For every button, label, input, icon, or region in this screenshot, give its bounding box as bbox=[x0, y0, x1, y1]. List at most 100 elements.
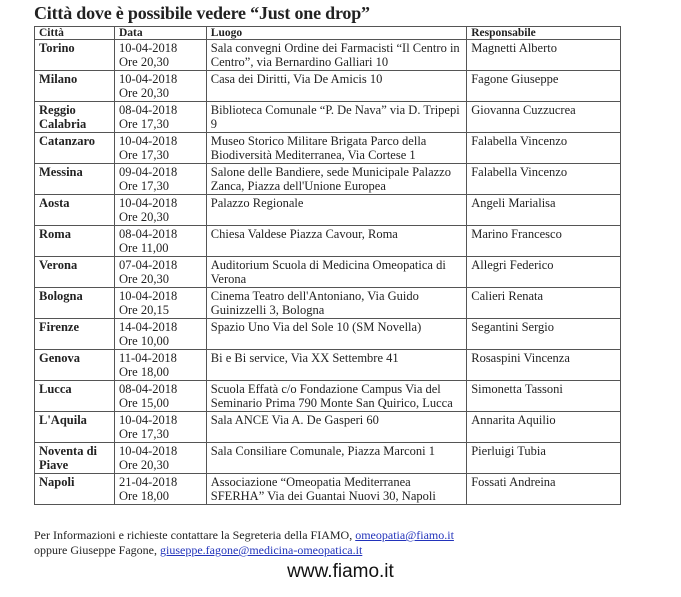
cell-place: Associazione “Omeopatia Mediterranea SFE… bbox=[205, 473, 468, 505]
cell-date: 09-04-2018 Ore 17,30 bbox=[113, 163, 207, 195]
cell-city: Noventa di Piave bbox=[34, 442, 115, 474]
event-date: 21-04-2018 bbox=[118, 475, 178, 489]
cell-date: 08-04-2018 Ore 11,00 bbox=[113, 225, 207, 257]
cell-place: Salone delle Bandiere, sede Municipale P… bbox=[205, 163, 468, 195]
event-date: 10-04-2018 bbox=[118, 41, 178, 55]
header-place: Luogo bbox=[205, 26, 468, 40]
cell-city: Torino bbox=[34, 39, 115, 71]
event-time: Ore 20,30 bbox=[118, 210, 169, 224]
table-row: Roma 08-04-2018 Ore 11,00 Chiesa Valdese Pi… bbox=[34, 225, 621, 257]
event-time: Ore 20,30 bbox=[118, 86, 169, 100]
cell-city: Genova bbox=[34, 349, 115, 381]
table-row: L'Aquila 10-04-2018 Ore 17,30 Sala ANCE Via… bbox=[34, 411, 621, 443]
cell-contact: Magnetti Alberto bbox=[466, 39, 621, 71]
cell-date: 10-04-2018 Ore 20,30 bbox=[113, 39, 207, 71]
cell-date: 21-04-2018 Ore 18,00 bbox=[113, 473, 207, 505]
cell-place: Spazio Uno Via del Sole 10 (SM Novella) bbox=[205, 318, 468, 350]
cell-place: Biblioteca Comunale “P. De Nava” via D. … bbox=[205, 101, 468, 133]
cell-date: 14-04-2018 Ore 10,00 bbox=[113, 318, 207, 350]
cell-date: 10-04-2018 Ore 20,30 bbox=[113, 442, 207, 474]
header-city: Città bbox=[34, 26, 115, 40]
header-contact: Responsabile bbox=[466, 26, 621, 40]
cell-contact: Rosaspini Vincenza bbox=[466, 349, 621, 381]
event-time: Ore 20,30 bbox=[118, 458, 169, 472]
cell-city: Roma bbox=[34, 225, 115, 257]
cell-contact: Fossati Andreina bbox=[466, 473, 621, 505]
footer-text-2: oppure Giuseppe Fagone, bbox=[34, 543, 160, 557]
event-date: 10-04-2018 bbox=[118, 444, 178, 458]
cell-place: Palazzo Regionale bbox=[205, 194, 468, 226]
table-row: Aosta 10-04-2018 Ore 20,30 Palazzo Regional… bbox=[34, 194, 621, 226]
cell-date: 10-04-2018 Ore 17,30 bbox=[113, 132, 207, 164]
footer-text-1: Per Informazioni e richieste contattare … bbox=[34, 528, 356, 542]
cell-date: 10-04-2018 Ore 17,30 bbox=[113, 411, 207, 443]
table-row: Bologna 10-04-2018 Ore 20,15 Cinema Teatro … bbox=[34, 287, 621, 319]
cell-date: 10-04-2018 Ore 20,15 bbox=[113, 287, 207, 319]
table-row: Milano 10-04-2018 Ore 20,30 Casa dei Diritt… bbox=[34, 70, 621, 102]
table-row: Genova 11-04-2018 Ore 18,00 Bi e Bi service… bbox=[34, 349, 621, 381]
cell-contact: Simonetta Tassoni bbox=[466, 380, 621, 412]
event-time: Ore 15,00 bbox=[118, 396, 169, 410]
event-date: 08-04-2018 bbox=[118, 227, 178, 241]
table-row: Verona 07-04-2018 Ore 20,30 Auditorium Scuo… bbox=[34, 256, 621, 288]
event-date: 10-04-2018 bbox=[118, 72, 178, 86]
fiamo-email-link[interactable]: omeopatia@fiamo.it bbox=[355, 528, 454, 542]
cell-contact: Segantini Sergio bbox=[466, 318, 621, 350]
event-time: Ore 11,00 bbox=[118, 241, 169, 255]
cell-date: 08-04-2018 Ore 17,30 bbox=[113, 101, 207, 133]
cell-place: Bi e Bi service, Via XX Settembre 41 bbox=[205, 349, 468, 381]
event-date: 14-04-2018 bbox=[118, 320, 178, 334]
cell-city: Reggio Calabria bbox=[34, 101, 115, 133]
cell-contact: Marino Francesco bbox=[466, 225, 621, 257]
event-date: 08-04-2018 bbox=[118, 103, 178, 117]
cell-contact: Fagone Giuseppe bbox=[466, 70, 621, 102]
cell-place: Auditorium Scuola di Medicina Omeopatica… bbox=[205, 256, 468, 288]
fagone-email-link[interactable]: giuseppe.fagone@medicina-omeopatica.it bbox=[159, 543, 363, 557]
cell-city: Napoli bbox=[34, 473, 115, 505]
cell-contact: Allegri Federico bbox=[466, 256, 621, 288]
cell-city: Catanzaro bbox=[34, 132, 115, 164]
cell-place: Sala convegni Ordine dei Farmacisti “Il … bbox=[205, 39, 468, 71]
table-row: Noventa di Piave 10-04-2018 Ore 20,30 Sala … bbox=[34, 442, 621, 474]
event-date: 10-04-2018 bbox=[118, 413, 178, 427]
event-date: 10-04-2018 bbox=[118, 196, 178, 210]
cell-contact: Giovanna Cuzzucrea bbox=[466, 101, 621, 133]
footer-line-2: oppure Giuseppe Fagone, giuseppe.fagone@… bbox=[34, 543, 454, 558]
cell-contact: Pierluigi Tubia bbox=[466, 442, 621, 474]
table-row: Torino 10-04-2018 Ore 20,30 Sala convegni O… bbox=[34, 39, 621, 71]
event-time: Ore 10,00 bbox=[118, 334, 169, 348]
cell-contact: Falabella Vincenzo bbox=[466, 132, 621, 164]
table-row: Firenze 14-04-2018 Ore 10,00 Spazio Uno Via… bbox=[34, 318, 621, 350]
cell-contact: Annarita Aquilio bbox=[466, 411, 621, 443]
cell-city: L'Aquila bbox=[34, 411, 115, 443]
cell-date: 08-04-2018 Ore 15,00 bbox=[113, 380, 207, 412]
table-row: Lucca 08-04-2018 Ore 15,00 Scuola Effatà c/… bbox=[34, 380, 621, 412]
cell-contact: Falabella Vincenzo bbox=[466, 163, 621, 195]
cell-place: Sala Consiliare Comunale, Piazza Marconi… bbox=[205, 442, 468, 474]
event-time: Ore 20,30 bbox=[118, 55, 169, 69]
cell-city: Lucca bbox=[34, 380, 115, 412]
event-date: 07-04-2018 bbox=[118, 258, 178, 272]
cell-place: Sala ANCE Via A. De Gasperi 60 bbox=[205, 411, 468, 443]
cell-city: Bologna bbox=[34, 287, 115, 319]
cell-city: Milano bbox=[34, 70, 115, 102]
cell-contact: Angeli Marialisa bbox=[466, 194, 621, 226]
cell-city: Verona bbox=[34, 256, 115, 288]
cell-city: Aosta bbox=[34, 194, 115, 226]
cell-date: 10-04-2018 Ore 20,30 bbox=[113, 70, 207, 102]
header-date: Data bbox=[113, 26, 207, 40]
event-time: Ore 17,30 bbox=[118, 427, 169, 441]
table-row: Napoli 21-04-2018 Ore 18,00 Associazione “O… bbox=[34, 473, 621, 505]
table-row: Messina 09-04-2018 Ore 17,30 Salone delle B… bbox=[34, 163, 621, 195]
website-url: www.fiamo.it bbox=[287, 561, 394, 582]
cell-place: Scuola Effatà c/o Fondazione Campus Via … bbox=[205, 380, 468, 412]
cell-city: Firenze bbox=[34, 318, 115, 350]
event-date: 11-04-2018 bbox=[118, 351, 177, 365]
cell-place: Museo Storico Militare Brigata Parco del… bbox=[205, 132, 468, 164]
event-time: Ore 18,00 bbox=[118, 365, 169, 379]
cell-date: 10-04-2018 Ore 20,30 bbox=[113, 194, 207, 226]
table-header-row: Città Data Luogo Responsabile bbox=[34, 26, 621, 40]
cell-date: 11-04-2018 Ore 18,00 bbox=[113, 349, 207, 381]
event-time: Ore 17,30 bbox=[118, 148, 169, 162]
event-date: 09-04-2018 bbox=[118, 165, 178, 179]
